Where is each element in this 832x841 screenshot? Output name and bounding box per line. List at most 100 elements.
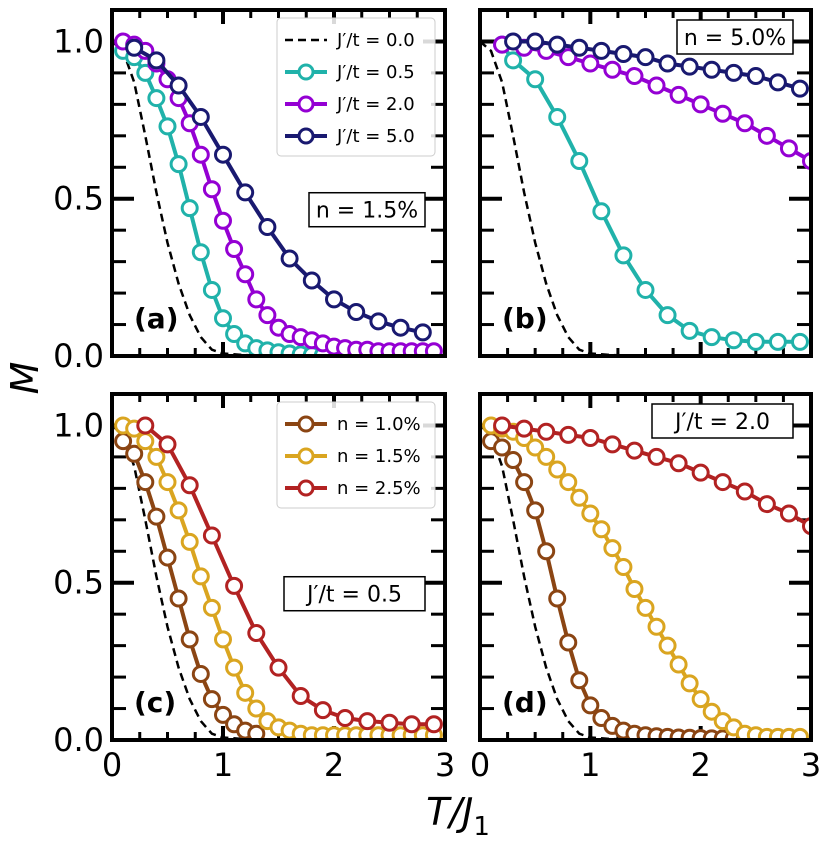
data-point <box>180 476 199 495</box>
panel-b: (b) n = 5.0% <box>478 8 813 358</box>
y-axis-title: M <box>3 362 47 395</box>
legend-label: n = 2.5% <box>337 478 421 499</box>
data-point <box>380 713 399 732</box>
x-axis-title: T/J1 <box>426 790 490 841</box>
series-2 <box>493 35 811 170</box>
plot-area <box>480 32 811 356</box>
data-point <box>647 76 666 95</box>
legend-swatch-marker <box>297 447 315 465</box>
data-point <box>325 290 343 309</box>
plot-area <box>112 32 445 356</box>
y-tick-label: 0.5 <box>53 564 104 602</box>
data-point <box>647 447 666 466</box>
data-point <box>746 332 765 351</box>
data-point <box>790 332 809 351</box>
data-point <box>526 32 545 51</box>
data-point <box>247 699 266 718</box>
reference-dashed-line <box>112 424 445 740</box>
data-point <box>702 702 721 721</box>
data-point <box>225 240 244 259</box>
data-point <box>424 342 443 356</box>
data-point <box>202 598 221 617</box>
data-point <box>358 712 377 731</box>
data-point <box>669 655 688 674</box>
data-point <box>291 686 310 705</box>
data-point <box>713 473 732 492</box>
panel-a: 0.0 0.5 1.0 (a) n = 1.5% J′/t = 0.0 J′/t = 0.5… <box>53 8 447 375</box>
reference-dashed-line <box>480 40 811 356</box>
data-point <box>614 246 633 265</box>
legend-entry: J′/t = 5.0 <box>285 126 415 147</box>
data-point <box>570 488 589 507</box>
data-point <box>581 504 600 523</box>
data-point <box>559 633 578 652</box>
data-point <box>424 715 443 734</box>
data-point <box>625 67 644 86</box>
data-point <box>214 705 232 724</box>
x-tick-label: 3 <box>801 746 821 784</box>
data-point <box>680 57 699 76</box>
legend-label: n = 1.5% <box>337 446 421 467</box>
x-tick-label: 2 <box>324 746 344 784</box>
data-point <box>413 323 432 342</box>
data-point <box>214 211 232 230</box>
data-point <box>581 54 600 73</box>
data-point <box>493 438 512 457</box>
data-point <box>158 548 177 567</box>
data-point <box>592 520 611 539</box>
y-tick-label: 0.5 <box>53 180 104 218</box>
data-point <box>559 473 578 492</box>
data-point <box>236 265 255 284</box>
legend-box <box>276 401 436 509</box>
data-point <box>559 48 578 67</box>
data-point <box>592 202 611 221</box>
panel-label: (a) <box>134 302 179 335</box>
data-point <box>526 501 545 520</box>
data-point <box>603 539 622 558</box>
data-point <box>202 690 221 709</box>
data-point <box>169 155 188 174</box>
legend-swatch-marker <box>297 127 315 145</box>
data-point <box>280 249 299 268</box>
data-point <box>713 104 732 123</box>
data-point <box>504 32 523 51</box>
data-point <box>669 454 688 473</box>
data-point <box>658 306 677 325</box>
legend-label: J′/t = 5.0 <box>336 126 415 147</box>
data-point <box>493 416 512 435</box>
data-point <box>347 302 366 321</box>
data-point <box>559 425 578 444</box>
data-point <box>702 60 721 79</box>
data-point <box>581 429 600 448</box>
data-point <box>680 674 699 693</box>
data-point <box>757 126 776 145</box>
data-point <box>247 624 266 643</box>
data-point <box>614 558 633 576</box>
data-point <box>724 331 743 350</box>
data-point <box>214 630 232 649</box>
data-point <box>570 671 589 690</box>
data-point <box>158 117 177 136</box>
legend-label: J′/t = 0.5 <box>336 62 415 83</box>
data-point <box>158 435 177 454</box>
data-point <box>537 447 556 466</box>
legend-entry: J′/t = 0.0 <box>285 30 415 51</box>
data-point <box>658 636 677 655</box>
panel-frame <box>478 8 813 358</box>
annotation-box <box>676 19 794 55</box>
y-tick-label: 1.0 <box>53 22 104 60</box>
data-point <box>603 60 622 79</box>
data-point <box>269 658 288 677</box>
x-tick-label: 1 <box>580 746 600 784</box>
reference-dashed-line <box>112 40 445 356</box>
data-point <box>625 441 644 460</box>
legend-swatch-marker <box>297 415 315 433</box>
legend-label: J′/t = 0.0 <box>336 30 415 51</box>
data-point <box>136 416 155 435</box>
data-point <box>136 432 155 451</box>
series-2 <box>114 416 443 740</box>
data-point <box>570 38 589 57</box>
data-point <box>169 76 188 95</box>
data-point <box>515 419 534 438</box>
